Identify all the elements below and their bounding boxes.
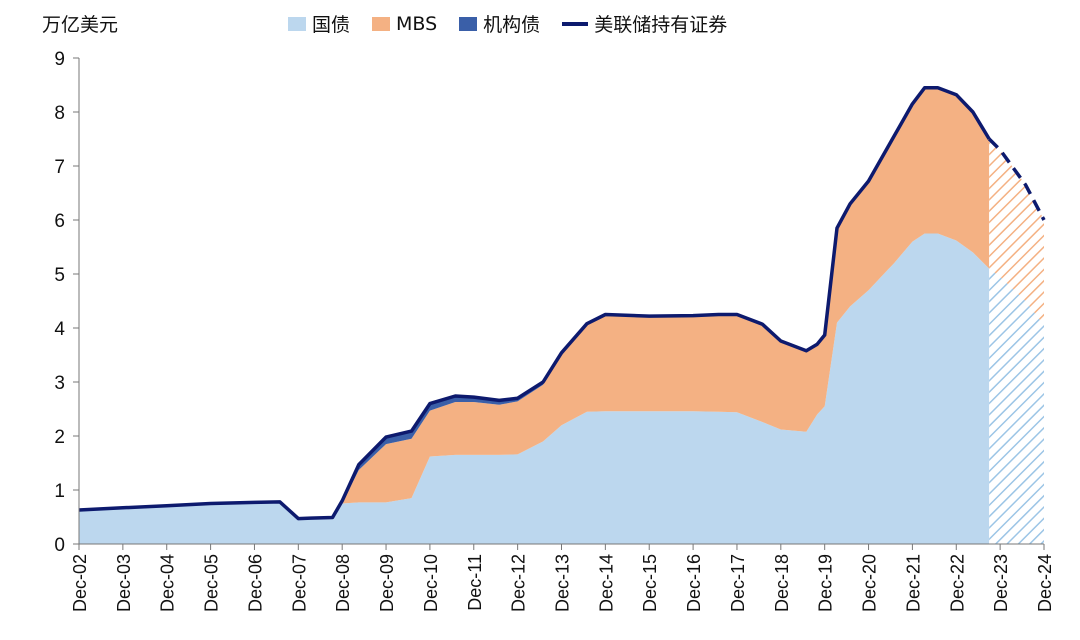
x-tick-label: Dec-24 [1035, 554, 1055, 612]
x-tick-label: Dec-18 [772, 554, 792, 612]
x-tick-label: Dec-22 [947, 554, 967, 612]
y-axis-unit-label: 万亿美元 [42, 14, 119, 36]
x-tick-label: Dec-14 [596, 554, 616, 612]
area-mbs [79, 87, 990, 519]
legend-swatch-agency [459, 16, 478, 31]
legend-swatch-treasury [288, 16, 306, 31]
y-tick-label: 6 [54, 211, 65, 232]
legend-item-total: 美联储持有证券 [562, 10, 727, 37]
y-tick-label: 5 [54, 265, 65, 286]
x-tick-label: Dec-16 [684, 554, 704, 612]
x-tick-label: Dec-06 [245, 554, 265, 612]
x-tick-label: Dec-23 [991, 554, 1011, 612]
legend-label-treasury: 国债 [312, 14, 351, 36]
y-tick-label: 9 [54, 49, 65, 70]
x-tick-label: Dec-07 [289, 554, 309, 612]
x-tick-label: Dec-13 [553, 554, 573, 612]
y-tick-label: 7 [54, 157, 65, 178]
y-tick-label: 1 [54, 481, 65, 502]
x-tick-label: Dec-19 [816, 554, 836, 612]
area-mbs-projected [989, 139, 1044, 326]
x-tick-label: Dec-17 [728, 554, 748, 612]
x-tick-label: Dec-20 [860, 554, 880, 612]
series-lines [78, 85, 1046, 521]
x-tick-label: Dec-11 [465, 554, 485, 611]
y-tick-label: 0 [54, 535, 65, 556]
y-tick-label: 2 [54, 427, 65, 448]
x-tick-label: Dec-21 [903, 554, 923, 612]
axes: 0 1 2 3 4 5 6 7 8 9 Dec-02 Dec-03 Dec-04 Dec-05 Dec-06… [54, 49, 1055, 612]
y-tick-label: 4 [54, 319, 65, 340]
legend-item-mbs: MBS [372, 13, 437, 35]
legend-label-mbs: MBS [396, 12, 438, 35]
line-fed-holdings [78, 85, 991, 521]
legend-label-agency: 机构债 [483, 14, 541, 36]
legend-item-agency: 机构债 [459, 10, 540, 37]
legend: 国债 MBS 机构债 美联储持有证券 [288, 10, 749, 37]
legend-label-total: 美联储持有证券 [594, 14, 728, 36]
x-tick-label: Dec-10 [421, 554, 441, 612]
x-tick-label: Dec-04 [158, 554, 178, 612]
x-tick-label: Dec-08 [333, 554, 353, 612]
legend-swatch-total [562, 21, 589, 26]
x-tick-label: Dec-12 [509, 554, 529, 612]
stacked-areas [79, 87, 1044, 544]
y-tick-label: 3 [54, 373, 65, 394]
legend-item-treasury: 国债 [288, 10, 350, 37]
x-tick-label: Dec-09 [377, 554, 397, 612]
area-treasury-projected [989, 268, 1044, 544]
x-tick-label: Dec-02 [70, 554, 90, 612]
y-tick-label: 8 [54, 103, 65, 124]
legend-swatch-mbs [372, 16, 391, 31]
line-fed-holdings-projected [987, 137, 1046, 221]
area-treasury [79, 233, 990, 544]
x-tick-label: Dec-05 [202, 554, 222, 612]
x-tick-label: Dec-03 [114, 554, 134, 612]
x-tick-label: Dec-15 [640, 554, 660, 612]
